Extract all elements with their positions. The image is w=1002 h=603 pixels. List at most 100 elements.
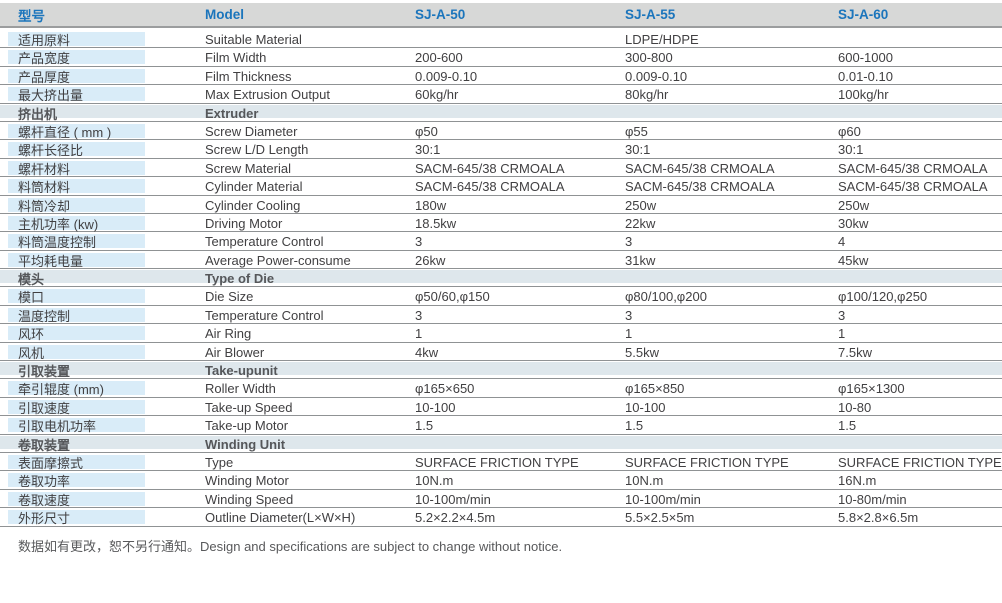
row-value: 10-100 xyxy=(625,399,666,415)
row-label-cn: 表面摩擦式 xyxy=(0,452,197,472)
row-value xyxy=(407,30,617,49)
row-value: 4 xyxy=(838,234,846,250)
section-label-en: Take-upunit xyxy=(205,363,278,379)
section-row: 挤出机 Extruder xyxy=(0,103,1002,122)
row-value: SURFACE FRICTION TYPE xyxy=(415,454,579,470)
row-label-en: Cylinder Cooling xyxy=(205,197,301,213)
row-label-cn: 料筒材料 xyxy=(0,177,197,197)
row-value: φ60 xyxy=(838,123,861,139)
spec-row: 模口 Die Size φ50/60,φ150 φ80/100,φ200 φ100/12… xyxy=(0,287,1002,307)
row-label-cn: 螺杆直径 ( mm ) xyxy=(0,121,197,141)
row-label-cn: 卷取速度 xyxy=(0,489,197,509)
row-label-en: Die Size xyxy=(205,289,254,305)
row-value: SURFACE FRICTION TYPE xyxy=(625,454,789,470)
row-value: 10-80m/min xyxy=(838,491,907,507)
row-value: 10-100m/min xyxy=(415,491,491,507)
row-value: 600-1000 xyxy=(838,50,893,66)
row-label-en: Type xyxy=(205,454,234,470)
spec-row: 螺杆长径比 Screw L/D Length 30:1 30:1 30:1 xyxy=(0,140,1002,160)
row-label-en: Screw Material xyxy=(205,160,291,176)
row-value: 250w xyxy=(625,197,657,213)
row-label-en: Suitable Material xyxy=(205,32,302,47)
row-value: 300-800 xyxy=(625,50,673,66)
section-label-cn: 卷取装置 xyxy=(18,437,71,453)
row-value: SURFACE FRICTION TYPE xyxy=(838,454,1002,470)
row-label-cn: 料筒温度控制 xyxy=(0,232,197,252)
table-body: 适用原料 Suitable Material LDPE/HDPE 产品宽度 Film W… xyxy=(0,30,1002,528)
spec-row: 螺杆直径 ( mm ) Screw Diameter φ50 φ55 φ60 xyxy=(0,121,1002,141)
row-value: 1 xyxy=(415,326,423,342)
row-value: 31kw xyxy=(625,252,656,268)
row-value: φ165×1300 xyxy=(838,381,905,397)
row-value: SACM-645/38 CRMOALA xyxy=(625,160,775,176)
spec-row: 适用原料 Suitable Material LDPE/HDPE xyxy=(0,30,1002,49)
section-label-en: Type of Die xyxy=(205,271,275,287)
row-value: 18.5kw xyxy=(415,215,457,231)
spec-row: 料筒冷却 Cylinder Cooling 180w 250w 250w xyxy=(0,195,1002,215)
row-value: 60kg/hr xyxy=(415,87,459,103)
row-value: 3 xyxy=(838,307,846,323)
disclaimer-note: 数据如有更改，恕不另行通知。Design and specifications … xyxy=(18,538,563,554)
row-value: φ55 xyxy=(625,123,648,139)
row-value: 10-80 xyxy=(838,399,872,415)
row-value: SACM-645/38 CRMOALA xyxy=(625,179,775,195)
row-label-cn: 牵引辊度 (mm) xyxy=(0,379,197,399)
row-value: 3 xyxy=(625,234,633,250)
row-value: 10N.m xyxy=(415,473,454,489)
row-value: φ50/60,φ150 xyxy=(415,289,490,305)
row-label-en: Air Blower xyxy=(205,344,265,360)
section-row: 卷取装置 Winding Unit xyxy=(0,434,1002,453)
row-label-cn: 最大挤出量 xyxy=(0,85,197,105)
section-row: 模头 Type of Die xyxy=(0,269,1002,288)
row-value: φ80/100,φ200 xyxy=(625,289,707,305)
header-model-sj-a-50: SJ-A-50 xyxy=(415,7,466,22)
row-value: 5.8×2.8×6.5m xyxy=(838,510,919,526)
row-label-cn: 风环 xyxy=(0,324,197,344)
row-value: 1.5 xyxy=(838,418,857,434)
row-value: 0.009-0.10 xyxy=(415,68,478,84)
row-value: 1 xyxy=(838,326,846,342)
row-value: 5.2×2.2×4.5m xyxy=(415,510,496,526)
section-label-cn: 引取装置 xyxy=(18,364,71,380)
row-value: 22kw xyxy=(625,215,656,231)
row-label-en: Temperature Control xyxy=(205,307,324,323)
row-value: φ100/120,φ250 xyxy=(838,289,928,305)
row-label-en: Air Ring xyxy=(205,326,252,342)
row-label-en: Driving Motor xyxy=(205,215,283,231)
row-value: 30:1 xyxy=(838,142,864,158)
row-label-cn: 外形尺寸 xyxy=(0,508,197,528)
row-value: 30:1 xyxy=(415,142,441,158)
row-value: 100kg/hr xyxy=(838,87,889,103)
row-value: 30kw xyxy=(838,215,869,231)
row-label-en: Temperature Control xyxy=(205,234,324,250)
section-label-cn: 挤出机 xyxy=(18,106,58,122)
spec-row: 产品厚度 Film Thickness 0.009-0.10 0.009-0.10 0.… xyxy=(0,66,1002,86)
row-value: 5.5×2.5×5m xyxy=(625,510,695,526)
row-label-cn: 主机功率 (kw) xyxy=(0,213,197,233)
spec-row: 主机功率 (kw) Driving Motor 18.5kw 22kw 30kw xyxy=(0,213,1002,233)
row-label-cn: 引取电机功率 xyxy=(0,416,197,436)
header-model-label-en: Model xyxy=(205,7,244,22)
row-value: 7.5kw xyxy=(838,344,872,360)
spec-row: 卷取功率 Winding Motor 10N.m 10N.m 16N.m xyxy=(0,471,1002,491)
spec-row: 引取速度 Take-up Speed 10-100 10-100 10-80 xyxy=(0,397,1002,417)
spec-row: 引取电机功率 Take-up Motor 1.5 1.5 1.5 xyxy=(0,416,1002,436)
spec-row: 产品宽度 Film Width 200-600 300-800 600-1000 xyxy=(0,48,1002,68)
spec-row: 卷取速度 Winding Speed 10-100m/min 10-100m/min 1… xyxy=(0,489,1002,509)
header-model-sj-a-55: SJ-A-55 xyxy=(625,7,676,22)
spec-row: 表面摩擦式 Type SURFACE FRICTION TYPE SURFACE FR… xyxy=(0,452,1002,472)
row-label-cn: 料筒冷却 xyxy=(0,195,197,215)
row-value: 0.01-0.10 xyxy=(838,68,893,84)
row-value: 80kg/hr xyxy=(625,87,669,103)
spec-row: 牵引辊度 (mm) Roller Width φ165×650 φ165×850 φ16… xyxy=(0,379,1002,399)
row-value: 30:1 xyxy=(625,142,651,158)
row-value: 0.009-0.10 xyxy=(625,68,688,84)
spec-row: 温度控制 Temperature Control 3 3 3 xyxy=(0,305,1002,325)
row-label-cn: 卷取功率 xyxy=(0,471,197,491)
row-value: LDPE/HDPE xyxy=(625,32,699,47)
row-label-cn: 引取速度 xyxy=(0,397,197,417)
section-label-en: Winding Unit xyxy=(205,436,286,452)
row-label-cn: 适用原料 xyxy=(0,30,197,49)
row-value: 1.5 xyxy=(625,418,644,434)
row-label-en: Screw Diameter xyxy=(205,123,298,139)
